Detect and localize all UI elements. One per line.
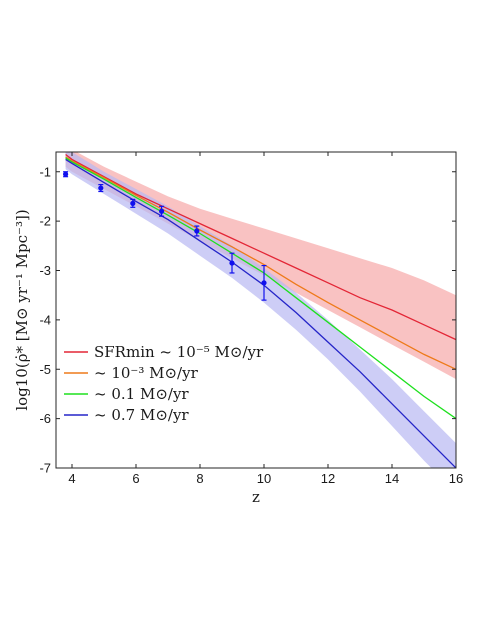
data-point bbox=[229, 252, 235, 274]
data-point bbox=[194, 225, 200, 237]
y-tick-label: -7 bbox=[39, 461, 51, 476]
y-tick-label: -3 bbox=[39, 263, 51, 278]
legend-label: SFRmin ~ 10⁻⁵ M⊙/yr bbox=[94, 343, 264, 361]
series-line-3 bbox=[65, 157, 456, 420]
legend-label: ~ 0.7 M⊙/yr bbox=[94, 406, 189, 424]
x-tick-label: 12 bbox=[321, 471, 335, 486]
data-point bbox=[63, 171, 69, 178]
data-point bbox=[159, 205, 165, 217]
data-point bbox=[98, 183, 104, 193]
x-tick-label: 8 bbox=[196, 471, 203, 486]
x-tick-label: 4 bbox=[68, 471, 75, 486]
y-tick-label: -6 bbox=[39, 411, 51, 426]
series-line-4 bbox=[65, 158, 456, 468]
legend-entry-1: SFRmin ~ 10⁻⁵ M⊙/yr bbox=[64, 343, 264, 361]
legend: SFRmin ~ 10⁻⁵ M⊙/yr ~ 10⁻³ M⊙/yr ~ 0.1 M⊙/… bbox=[64, 343, 264, 424]
series-line-1 bbox=[65, 153, 456, 341]
data-point bbox=[261, 264, 267, 301]
y-tick-label: -5 bbox=[39, 362, 51, 377]
legend-entry-2: ~ 10⁻³ M⊙/yr bbox=[64, 364, 199, 382]
legend-entry-3: ~ 0.1 M⊙/yr bbox=[64, 385, 189, 403]
legend-label: ~ 0.1 M⊙/yr bbox=[94, 385, 189, 403]
x-tick-label: 6 bbox=[132, 471, 139, 486]
series-line-2 bbox=[65, 156, 456, 370]
y-tick-label: -4 bbox=[39, 312, 51, 327]
data-point bbox=[130, 198, 136, 208]
plot-frame bbox=[55, 151, 457, 469]
x-tick-label: 10 bbox=[257, 471, 271, 486]
x-tick-label: 16 bbox=[449, 471, 463, 486]
y-tick-label: -2 bbox=[39, 214, 51, 229]
x-tick-label: 14 bbox=[385, 471, 399, 486]
y-tick-label: -1 bbox=[39, 164, 51, 179]
x-axis-label: z bbox=[252, 488, 260, 506]
legend-entry-4: ~ 0.7 M⊙/yr bbox=[64, 406, 189, 424]
y-axis-label: log10(ρ̇* [M⊙ yr⁻¹ Mpc⁻³]) bbox=[13, 209, 31, 410]
legend-label: ~ 10⁻³ M⊙/yr bbox=[94, 364, 199, 382]
uncertainty-band-2 bbox=[65, 152, 456, 468]
